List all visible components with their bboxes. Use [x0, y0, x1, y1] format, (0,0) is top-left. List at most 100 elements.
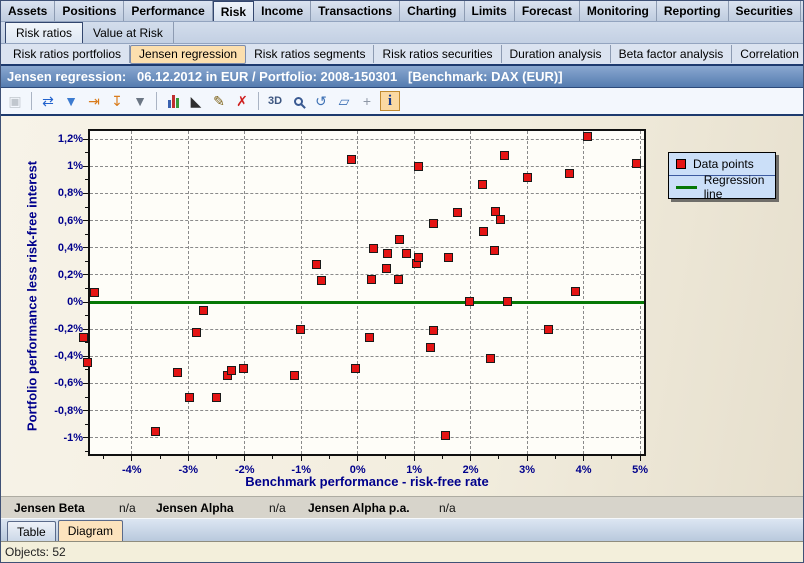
chart-legend[interactable]: Data points Regression line	[668, 152, 776, 201]
bar-chart-icon[interactable]	[163, 91, 183, 111]
data-point[interactable]	[401, 249, 411, 258]
data-point[interactable]	[571, 287, 581, 296]
main-tab-limits[interactable]: Limits	[465, 1, 515, 21]
x-axis-tick	[611, 456, 613, 459]
data-point[interactable]	[486, 353, 496, 363]
refresh-icon[interactable]: ⇄	[38, 91, 58, 111]
main-tab-reporting[interactable]: Reporting	[657, 1, 729, 21]
view-tab-diagram[interactable]: Diagram	[57, 520, 124, 541]
edit-report-icon[interactable]: ✎	[209, 91, 229, 111]
main-tab-assets[interactable]: Assets	[1, 1, 56, 21]
data-point[interactable]	[413, 253, 423, 263]
section-tab-risk-ratios-segments[interactable]: Risk ratios segments	[246, 45, 375, 63]
toolbar-separator	[258, 92, 259, 110]
section-tab-risk-ratios-securities[interactable]: Risk ratios securities	[374, 45, 502, 63]
data-point[interactable]	[312, 259, 322, 269]
data-point[interactable]	[83, 357, 93, 367]
data-point[interactable]	[465, 296, 475, 306]
y-axis-tick	[83, 410, 88, 412]
plot-area[interactable]	[88, 129, 646, 456]
main-tab-forecast[interactable]: Forecast	[515, 1, 580, 21]
section-tab-jensen-regression[interactable]: Jensen regression	[130, 44, 247, 64]
data-point[interactable]	[365, 333, 375, 343]
section-tab-beta-factor-analysis[interactable]: Beta factor analysis	[611, 45, 733, 63]
data-point[interactable]	[367, 274, 377, 284]
data-point[interactable]	[478, 179, 488, 189]
main-tab-monitoring[interactable]: Monitoring	[580, 1, 657, 21]
data-point[interactable]	[239, 364, 249, 374]
delete-icon[interactable]: ✗	[232, 91, 252, 111]
stat-value-1: n/a	[119, 500, 136, 515]
view-tab-table[interactable]: Table	[7, 521, 56, 541]
three-d-icon[interactable]: 3D	[265, 91, 285, 111]
section-tab-correlation-matrix[interactable]: Correlation matrix	[732, 45, 803, 63]
data-point[interactable]	[428, 219, 438, 229]
main-tab-risk[interactable]: Risk	[212, 1, 255, 21]
section-tab-risk-ratios-portfolios[interactable]: Risk ratios portfolios	[5, 45, 131, 63]
data-point[interactable]	[290, 371, 300, 381]
main-tab-income[interactable]: Income	[254, 1, 312, 21]
data-point[interactable]	[522, 173, 532, 182]
zoom-icon[interactable]	[288, 91, 308, 111]
data-point[interactable]	[394, 235, 404, 245]
drill-down-icon[interactable]: ↧	[107, 91, 127, 111]
data-point[interactable]	[382, 263, 392, 273]
y-tick-label: -0,2%	[54, 323, 83, 336]
data-point[interactable]	[544, 325, 554, 334]
sub-tab-value-at-risk[interactable]: Value at Risk	[83, 22, 174, 43]
chart-style-icon[interactable]: ◣	[186, 91, 206, 111]
data-point[interactable]	[441, 430, 451, 440]
perspective-icon[interactable]: ▱	[334, 91, 354, 111]
data-point[interactable]	[227, 365, 237, 375]
data-point[interactable]	[192, 327, 202, 337]
data-point[interactable]	[496, 215, 506, 225]
data-point[interactable]	[351, 364, 361, 374]
data-point[interactable]	[185, 392, 195, 402]
data-point[interactable]	[565, 168, 575, 178]
data-point[interactable]	[393, 274, 403, 284]
data-point[interactable]	[478, 227, 488, 237]
data-point[interactable]	[78, 333, 88, 343]
main-tab-performance[interactable]: Performance	[124, 1, 213, 21]
data-point[interactable]	[296, 325, 306, 334]
info-icon[interactable]: i	[380, 91, 400, 111]
gridline-horizontal	[90, 192, 644, 194]
data-point[interactable]	[500, 151, 510, 161]
data-point[interactable]	[173, 368, 183, 378]
data-point[interactable]	[414, 162, 424, 172]
data-point[interactable]	[631, 159, 641, 169]
data-point[interactable]	[444, 253, 454, 263]
data-point[interactable]	[199, 306, 209, 315]
filter-settings-icon[interactable]: ▼	[61, 91, 81, 111]
data-point[interactable]	[382, 249, 392, 258]
drill-right-icon[interactable]: ⇥	[84, 91, 104, 111]
rotate-icon[interactable]: ↺	[311, 91, 331, 111]
data-point[interactable]	[212, 392, 222, 402]
data-point[interactable]	[317, 276, 327, 286]
data-point[interactable]	[583, 132, 593, 142]
data-point[interactable]	[368, 243, 378, 253]
data-point[interactable]	[425, 342, 435, 352]
sub-tab-risk-ratios[interactable]: Risk ratios	[5, 22, 84, 43]
main-tab-transactions[interactable]: Transactions	[311, 1, 401, 21]
main-tab-securities[interactable]: Securities	[729, 1, 801, 21]
y-axis-tick	[85, 152, 88, 154]
data-point[interactable]	[428, 326, 438, 336]
data-point[interactable]	[453, 208, 463, 218]
data-point[interactable]	[489, 246, 499, 256]
data-point[interactable]	[150, 426, 160, 436]
data-point[interactable]	[346, 155, 356, 165]
y-tick-label: -1%	[63, 431, 83, 444]
gridline-vertical	[413, 131, 415, 454]
separator-line	[1, 64, 803, 66]
section-tab-duration-analysis[interactable]: Duration analysis	[502, 45, 611, 63]
main-tab-charting[interactable]: Charting	[400, 1, 465, 21]
gridline-vertical	[187, 131, 189, 454]
crosshair-icon[interactable]: +	[357, 91, 377, 111]
data-point[interactable]	[222, 371, 232, 381]
data-point[interactable]	[490, 206, 500, 216]
data-point[interactable]	[502, 296, 512, 306]
data-point[interactable]	[90, 288, 100, 298]
main-tab-positions[interactable]: Positions	[55, 1, 125, 21]
filter-chart-icon[interactable]: ▼	[130, 91, 150, 111]
